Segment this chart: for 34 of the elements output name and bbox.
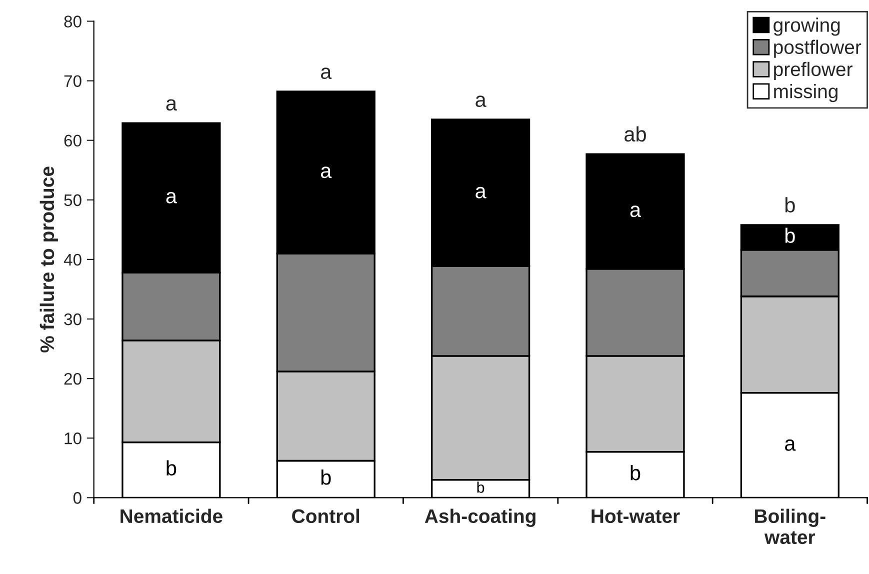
- legend-label: growing: [774, 18, 840, 36]
- data-label: a: [785, 439, 796, 451]
- y-tick-label: 80: [64, 16, 82, 28]
- y-tick-label: 30: [64, 313, 82, 326]
- y-tick-label: 70: [64, 75, 82, 87]
- data-label: a: [320, 166, 332, 178]
- legend-label: missing: [774, 84, 838, 102]
- x-tick-label: Ash-coating: [424, 508, 536, 527]
- data-label: a: [630, 206, 642, 218]
- y-tick-label: 0: [73, 492, 82, 504]
- legend-label: preflower: [774, 62, 852, 80]
- data-label: b: [166, 460, 176, 476]
- x-tick-label: Nematicide: [120, 508, 222, 524]
- total-label: a: [476, 96, 486, 108]
- data-label: a: [166, 192, 177, 204]
- data-label: b: [630, 465, 640, 480]
- data-label: b: [477, 482, 484, 493]
- y-tick-label: 20: [64, 372, 82, 385]
- total-label: a: [320, 68, 332, 80]
- x-tick-label: Hot-water: [592, 509, 680, 524]
- data-label: b: [321, 469, 331, 485]
- y-tick-label: 10: [64, 432, 82, 444]
- y-axis-title: % failure to produce: [40, 166, 58, 352]
- y-tick-label: 60: [64, 134, 82, 147]
- legend-label: postflower: [774, 40, 862, 58]
- x-tick-label: Control: [292, 508, 360, 524]
- x-tick-label: Boiling- water: [755, 508, 826, 544]
- y-tick-label: 50: [64, 194, 82, 206]
- total-label: ab: [624, 126, 646, 142]
- total-label: b: [785, 197, 795, 212]
- total-label: a: [166, 99, 177, 111]
- data-label: a: [476, 186, 486, 198]
- data-label: b: [785, 228, 795, 244]
- y-tick-label: 40: [64, 254, 82, 266]
